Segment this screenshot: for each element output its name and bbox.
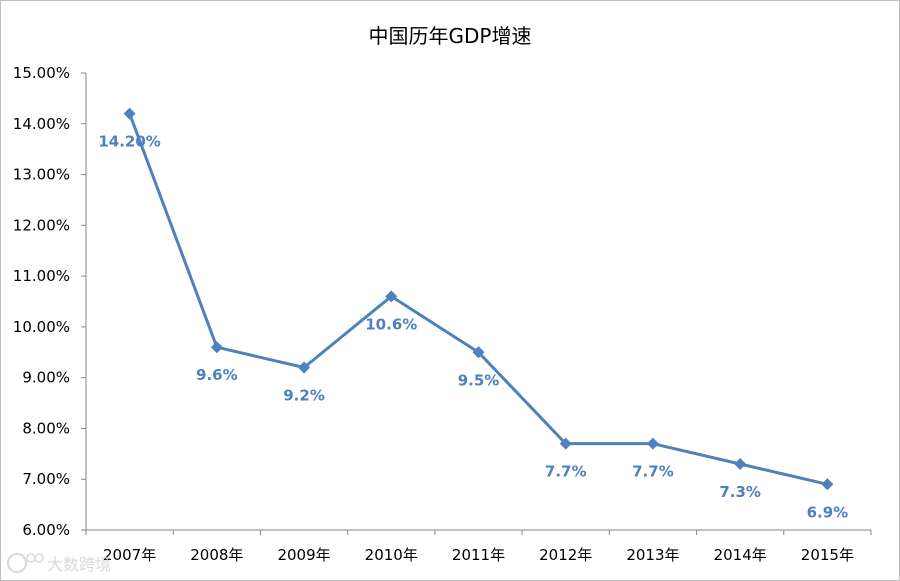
data-labels: 14.20% 9.6% 9.2% 10.6% 9.5% 7.7% 7.7% 7.3% 6.9% — [98, 133, 848, 522]
data-point-marker — [210, 341, 223, 354]
y-tick-label: 8.00% — [22, 419, 70, 437]
data-label: 9.2% — [283, 387, 325, 405]
data-point-marker — [646, 437, 659, 450]
watermark-text: 大数跨境 — [47, 555, 111, 574]
y-tick-label: 10.00% — [13, 318, 70, 336]
x-tick-label: 2009年 — [277, 546, 330, 564]
data-point-marker — [385, 290, 398, 303]
data-point-marker — [734, 457, 747, 470]
data-label: 9.5% — [458, 371, 500, 389]
data-label: 9.6% — [196, 366, 238, 384]
data-point-marker — [298, 361, 311, 374]
data-point-marker — [559, 437, 572, 450]
data-label: 7.3% — [719, 483, 761, 501]
x-axis: 2007年 2008年 2009年 2010年 2011年 2012年 2013年 2014年… — [85, 529, 872, 564]
y-axis: 6.00% 7.00% 8.00% 9.00% 10.00% 11.00% 12.00% 13… — [13, 64, 87, 539]
chart-title: 中国历年GDP增速 — [369, 24, 532, 48]
y-tick-label: 15.00% — [13, 64, 70, 82]
watermark: 大数跨境 — [7, 553, 111, 574]
x-tick-label: 2015年 — [801, 546, 854, 564]
data-point-marker — [472, 346, 485, 359]
data-label: 6.9% — [807, 503, 849, 521]
watermark-logo-icon — [7, 553, 44, 573]
data-point-marker — [821, 478, 834, 491]
y-tick-label: 6.00% — [22, 521, 70, 539]
x-tick-label: 2013年 — [626, 546, 679, 564]
x-tick-label: 2014年 — [714, 546, 767, 564]
x-tick-label: 2008年 — [190, 546, 243, 564]
data-label: 7.7% — [545, 463, 587, 481]
y-tick-label: 12.00% — [13, 216, 70, 234]
x-tick-label: 2012年 — [539, 546, 592, 564]
x-tick-label: 2011年 — [452, 546, 505, 564]
data-label: 14.20% — [98, 133, 160, 151]
series-line — [128, 113, 828, 486]
data-point-marker — [123, 107, 136, 120]
x-tick-label: 2010年 — [365, 546, 418, 564]
y-tick-label: 7.00% — [22, 470, 70, 488]
y-tick-label: 9.00% — [22, 369, 70, 387]
y-tick-label: 14.00% — [13, 115, 70, 133]
data-label: 10.6% — [365, 315, 417, 333]
x-tick-label: 2007年 — [103, 546, 156, 564]
y-tick-label: 13.00% — [13, 166, 70, 184]
y-tick-label: 11.00% — [13, 267, 70, 285]
series-gdp-growth — [123, 107, 834, 491]
data-label: 7.7% — [632, 463, 674, 481]
